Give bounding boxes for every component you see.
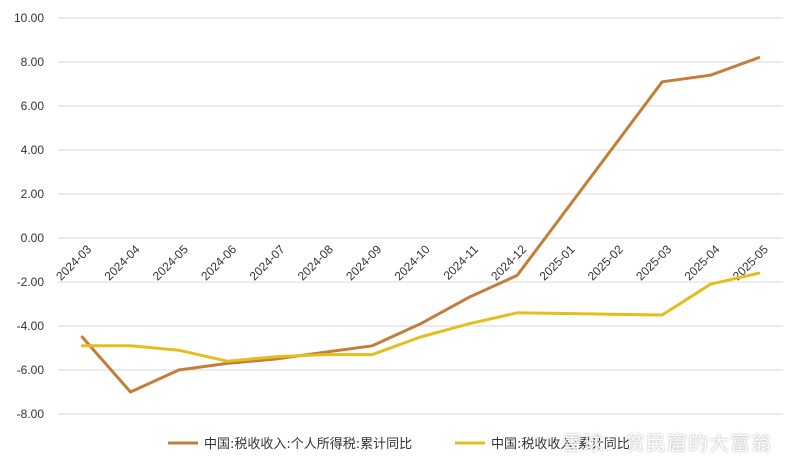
series-line-2 <box>80 271 761 363</box>
y-tick-label: -6.00 <box>17 363 45 377</box>
x-tick-label: 2025-03 <box>633 242 674 283</box>
y-axis-ticks: 10.00 8.00 6.00 4.00 2.00 0.00 -2.00 -4.00 -6.00… <box>14 11 44 421</box>
y-tick-label: -2.00 <box>17 275 45 289</box>
grid-lines <box>58 17 783 415</box>
watermark: 雪球：贫民窟的大富翁 <box>562 431 772 455</box>
x-tick-label: 2024-07 <box>247 242 288 283</box>
x-tick-label: 2024-12 <box>488 242 529 283</box>
y-tick-label: 6.00 <box>21 99 45 113</box>
x-tick-label: 2025-01 <box>537 242 578 283</box>
x-tick-label: 2024-08 <box>295 242 336 283</box>
x-tick-label: 2024-06 <box>198 242 239 283</box>
legend-label: 中国:税收收入:个人所得税:累计同比 <box>204 436 412 452</box>
series-line-1 <box>80 56 761 394</box>
y-tick-label: 4.00 <box>21 143 45 157</box>
y-tick-label: -8.00 <box>17 407 45 421</box>
series-lines <box>80 56 761 394</box>
x-tick-label: 2024-10 <box>392 242 433 283</box>
y-tick-label: 10.00 <box>14 11 44 25</box>
x-axis-ticks: 2024-03 2024-04 2024-05 2024-06 2024-07 2024-… <box>53 242 771 283</box>
y-tick-label: 8.00 <box>21 55 45 69</box>
x-tick-label: 2024-05 <box>150 242 191 283</box>
x-tick-label: 2024-09 <box>343 242 384 283</box>
y-tick-label: 0.00 <box>21 231 45 245</box>
y-tick-label: -4.00 <box>17 319 45 333</box>
y-tick-label: 2.00 <box>21 187 45 201</box>
legend-label: 中国:税收收入:累计同比 <box>491 437 630 452</box>
x-tick-label: 2025-02 <box>585 242 626 283</box>
legend: 中国:税收收入:个人所得税:累计同比 中国:税收收入:累计同比 <box>168 436 630 452</box>
x-tick-label: 2024-04 <box>102 242 143 283</box>
x-tick-label: 2024-03 <box>53 242 94 283</box>
x-tick-label: 2025-04 <box>682 242 723 283</box>
x-tick-label: 2024-11 <box>441 242 482 283</box>
